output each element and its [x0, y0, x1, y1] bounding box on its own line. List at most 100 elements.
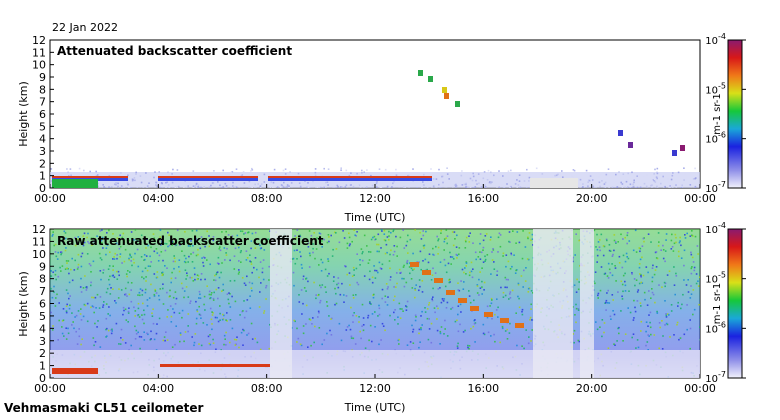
low-noise-band: [50, 350, 700, 378]
field-pixel: [353, 312, 355, 314]
field-pixel: [181, 287, 184, 290]
field-pixel: [419, 285, 421, 288]
field-pixel: [481, 280, 483, 283]
field-pixel: [672, 172, 674, 174]
field-pixel: [295, 236, 298, 239]
field-pixel: [249, 260, 251, 263]
field-pixel: [612, 310, 614, 312]
field-pixel: [300, 289, 303, 291]
field-pixel: [78, 335, 81, 338]
field-pixel: [649, 321, 651, 324]
field-pixel: [312, 180, 314, 183]
field-pixel: [240, 331, 243, 334]
field-pixel: [141, 270, 144, 273]
field-pixel: [377, 315, 379, 317]
field-pixel: [116, 254, 118, 256]
field-pixel: [665, 322, 668, 325]
field-pixel: [664, 300, 666, 302]
field-pixel: [464, 239, 467, 242]
field-pixel: [418, 279, 421, 281]
field-pixel: [328, 272, 330, 275]
field-pixel: [242, 344, 244, 346]
field-pixel: [231, 235, 234, 237]
field-pixel: [477, 256, 480, 258]
field-pixel: [414, 319, 417, 322]
x-axis: 00:00 04:00 08:00 12:00 16:00 20:00 00:00: [34, 374, 716, 395]
field-pixel: [652, 187, 655, 188]
field-pixel: [290, 182, 293, 184]
field-pixel: [184, 231, 186, 233]
field-pixel: [208, 235, 210, 237]
field-pixel: [64, 237, 67, 240]
field-pixel: [256, 341, 259, 344]
field-pixel: [472, 175, 475, 178]
field-pixel: [105, 247, 108, 249]
field-pixel: [299, 235, 302, 238]
field-pixel: [695, 273, 698, 275]
field-pixel: [383, 233, 386, 235]
field-pixel: [370, 174, 372, 177]
field-pixel: [505, 278, 508, 281]
field-pixel: [249, 307, 252, 309]
field-pixel: [96, 174, 99, 176]
field-pixel: [438, 183, 440, 186]
field-pixel: [245, 250, 248, 252]
field-pixel: [173, 257, 176, 259]
field-pixel: [457, 342, 459, 345]
field-pixel: [603, 322, 606, 324]
field-pixel: [525, 267, 527, 269]
field-pixel: [426, 187, 429, 188]
field-pixel: [524, 246, 527, 248]
field-pixel: [405, 185, 408, 187]
field-pixel: [82, 315, 85, 318]
field-pixel: [234, 186, 236, 188]
field-pixel: [54, 273, 57, 276]
field-pixel: [690, 293, 693, 295]
field-pixel: [431, 187, 433, 188]
field-pixel: [617, 182, 620, 185]
field-pixel: [126, 295, 128, 297]
field-pixel: [389, 253, 391, 256]
field-pixel: [575, 233, 577, 235]
field-pixel: [102, 269, 105, 271]
field-pixel: [194, 185, 197, 187]
field-pixel: [521, 313, 524, 316]
field-pixel: [175, 244, 178, 246]
field-pixel: [87, 232, 89, 235]
field-pixel: [425, 230, 427, 233]
field-pixel: [335, 232, 337, 234]
field-pixel: [453, 231, 456, 233]
field-pixel: [452, 244, 455, 247]
field-pixel: [115, 187, 117, 188]
field-pixel: [263, 249, 266, 251]
field-pixel: [607, 289, 609, 292]
field-pixel: [497, 316, 499, 318]
field-pixel: [67, 268, 69, 270]
field-pixel: [189, 300, 192, 302]
field-pixel: [624, 280, 626, 283]
field-pixel: [86, 302, 89, 305]
field-pixel: [658, 322, 661, 324]
field-pixel: [268, 265, 270, 268]
field-pixel: [508, 231, 511, 233]
field-pixel: [433, 254, 435, 256]
field-pixel: [312, 251, 314, 254]
field-pixel: [636, 186, 639, 188]
field-pixel: [493, 180, 496, 182]
field-pixel: [125, 273, 128, 275]
field-pixel: [506, 286, 508, 289]
field-pixel: [493, 268, 496, 270]
field-pixel: [240, 261, 242, 263]
field-pixel: [594, 282, 596, 285]
field-pixel: [675, 241, 677, 244]
field-pixel: [518, 180, 521, 182]
field-pixel: [158, 317, 161, 320]
field-pixel: [445, 237, 447, 239]
field-pixel: [522, 286, 524, 288]
field-pixel: [241, 187, 244, 188]
field-pixel: [649, 326, 652, 329]
field-pixel: [483, 171, 486, 173]
field-pixel: [657, 232, 660, 234]
field-pixel: [384, 295, 387, 297]
